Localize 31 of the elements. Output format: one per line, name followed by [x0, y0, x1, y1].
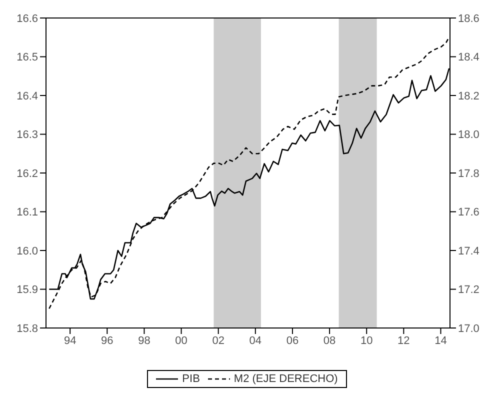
y-tick-label: 16.3 — [16, 129, 38, 142]
x-tick-label: 14 — [434, 334, 447, 347]
y2-tick-label: 17.0 — [458, 322, 480, 335]
y2-tick-label: 17.6 — [458, 206, 480, 219]
y-tick-label: 16.1 — [16, 206, 38, 219]
x-tick-label: 98 — [138, 334, 150, 347]
y-tick-label: 16.0 — [16, 245, 38, 258]
y2-tick-label: 17.2 — [458, 284, 480, 296]
legend-label: PIB — [182, 373, 200, 385]
x-tick-label: 12 — [398, 334, 410, 347]
legend-label: M2 (EJE DERECHO) — [234, 373, 338, 385]
y-tick-label: 15.8 — [16, 322, 38, 335]
y2-tick-label: 17.4 — [458, 245, 480, 258]
x-tick-label: 94 — [64, 334, 76, 347]
x-tick-label: 02 — [212, 334, 224, 347]
y-tick-label: 16.5 — [16, 52, 38, 64]
y2-tick-label: 17.8 — [458, 168, 480, 180]
y2-tick-label: 18.4 — [458, 52, 480, 64]
x-tick-label: 04 — [249, 334, 262, 347]
y-tick-label: 16.4 — [16, 90, 38, 102]
x-tick-label: 10 — [360, 334, 373, 347]
y-tick-label: 15.9 — [16, 284, 38, 296]
y-tick-label: 16.6 — [16, 12, 38, 25]
y2-tick-label: 18.0 — [458, 129, 480, 142]
x-tick-label: 06 — [286, 334, 299, 347]
x-tick-label: 08 — [323, 334, 336, 347]
y2-tick-label: 18.2 — [458, 90, 480, 102]
y-tick-label: 16.2 — [16, 168, 38, 180]
x-tick-label: 96 — [101, 334, 114, 347]
x-tick-label: 00 — [175, 334, 188, 347]
y2-tick-label: 18.6 — [458, 12, 480, 25]
